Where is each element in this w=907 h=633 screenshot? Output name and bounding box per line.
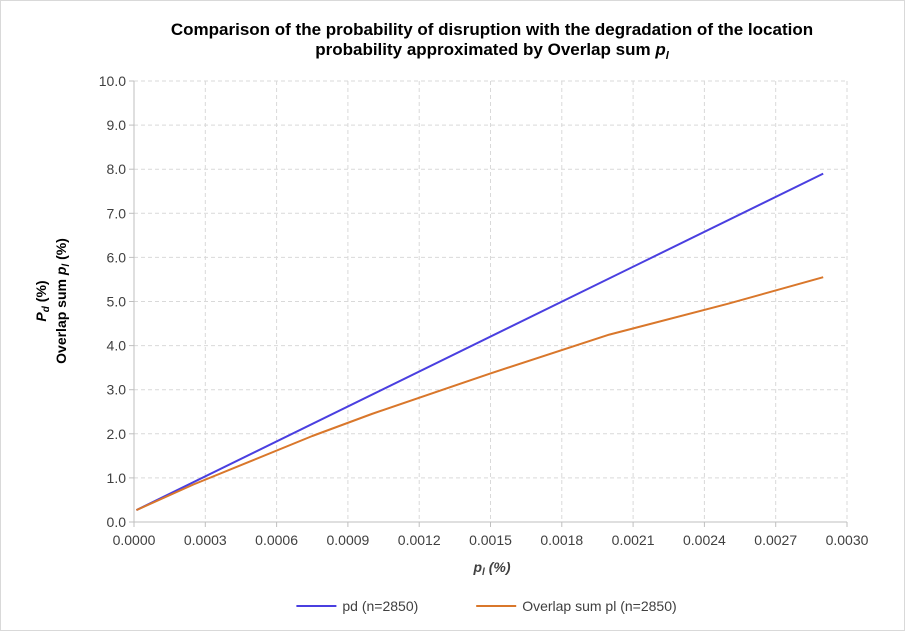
tick-labels: 0.0000 0.0003 0.0006 0.0009 0.0012 0.0015 0.00… <box>99 73 869 548</box>
axes <box>129 80 848 527</box>
chart-title-line-2-prefix: probability approximated by Overlap sum <box>315 40 655 59</box>
chart-title-line-2-sub: l <box>666 50 670 62</box>
x-tick-label: 0.0024 <box>683 532 726 548</box>
x-tick-label: 0.0012 <box>398 532 441 548</box>
legend-label-2: Overlap sum pl (n=2850) <box>522 598 676 614</box>
chart-title-line-1: Comparison of the probability of disrupt… <box>171 20 813 39</box>
chart-title-line-2: probability approximated by Overlap sum … <box>315 40 669 62</box>
y-axis-title-line-1-unit: (%) <box>33 280 49 306</box>
y-axis-title-line-2-prefix: Overlap sum <box>53 275 69 364</box>
y-tick-label: 6.0 <box>107 249 127 265</box>
y-tick-label: 5.0 <box>107 294 127 310</box>
y-axis-title-line-1-sub: d <box>41 305 52 312</box>
x-axis-title-unit: (%) <box>485 559 511 575</box>
y-axis-title: Pd (%) Overlap sum pl (%) <box>33 238 72 364</box>
series-line-2 <box>135 276 824 512</box>
series-lines <box>135 172 824 512</box>
x-tick-label: 0.0003 <box>184 532 227 548</box>
y-tick-label: 4.0 <box>107 338 127 354</box>
x-axis-title-var: p <box>472 559 482 575</box>
x-tick-label: 0.0015 <box>469 532 512 548</box>
chart-title-line-2-var: p <box>654 40 665 59</box>
x-tick-label: 0.0009 <box>326 532 369 548</box>
x-tick-label: 0.0021 <box>612 532 655 548</box>
x-axis-title-sub: l <box>482 567 485 578</box>
y-tick-label: 10.0 <box>99 73 126 89</box>
x-tick-label: 0.0000 <box>113 532 156 548</box>
x-axis-title: pl (%) <box>472 559 510 578</box>
y-tick-label: 2.0 <box>107 426 127 442</box>
y-axis-title-line-1: Pd (%) <box>33 280 52 321</box>
x-tick-label: 0.0030 <box>826 532 869 548</box>
y-axis-title-line-2-var: p <box>53 266 69 276</box>
y-tick-label: 1.0 <box>107 470 127 486</box>
y-axis-title-line-2-sub: l <box>61 264 72 267</box>
x-tick-label: 0.0027 <box>754 532 797 548</box>
legend: pd (n=2850) Overlap sum pl (n=2850) <box>296 598 677 614</box>
x-tick-label: 0.0018 <box>540 532 583 548</box>
y-axis-title-line-1-var: P <box>33 312 49 322</box>
y-tick-label: 3.0 <box>107 382 127 398</box>
y-tick-label: 9.0 <box>107 117 127 133</box>
x-tick-label: 0.0006 <box>255 532 298 548</box>
y-axis-title-line-2: Overlap sum pl (%) <box>53 238 72 364</box>
y-tick-label: 7.0 <box>107 205 127 221</box>
y-axis-title-line-2-unit: (%) <box>53 238 69 264</box>
series-line-1 <box>135 172 824 511</box>
y-tick-label: 8.0 <box>107 161 127 177</box>
legend-label-1: pd (n=2850) <box>342 598 418 614</box>
grid-lines <box>134 80 848 522</box>
y-tick-label: 0.0 <box>107 514 127 530</box>
